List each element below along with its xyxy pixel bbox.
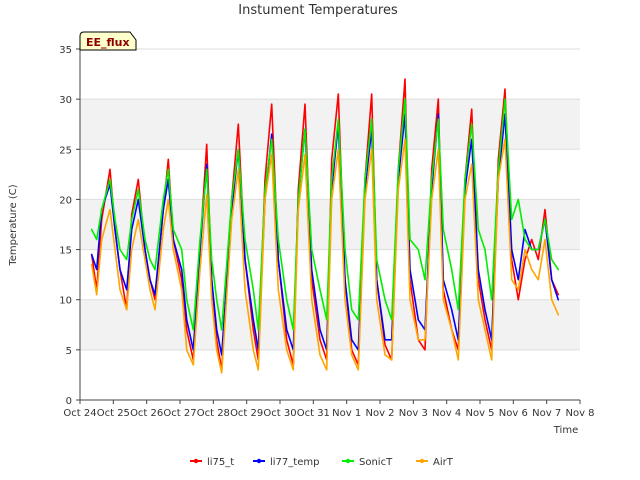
x-tick-label: Oct 29 (230, 408, 263, 419)
background-band (80, 299, 580, 350)
x-tick-label: Nov 4 (432, 408, 461, 419)
x-tick-label: Nov 2 (365, 408, 394, 419)
legend-marker-SonicT (345, 458, 351, 464)
x-tick-label: Oct 24 (63, 408, 96, 419)
y-tick-label: 25 (59, 145, 72, 156)
x-tick-label: Oct 27 (163, 408, 196, 419)
x-tick-label: Nov 8 (565, 408, 594, 419)
series-line-AirT (90, 138, 560, 374)
badge-box (79, 31, 137, 51)
y-tick-labels: 0 5 10 15 20 25 30 35 (59, 45, 80, 407)
y-tick-label: 35 (59, 45, 72, 56)
legend-marker-li77_temp (256, 458, 262, 464)
x-tick-label: Nov 7 (532, 408, 561, 419)
badge-label: EE_flux (86, 36, 130, 49)
axes (79, 49, 580, 401)
background-band (80, 49, 580, 100)
y-tick-label: 15 (59, 246, 72, 257)
x-tick-label: Nov 3 (399, 408, 428, 419)
y-axis-label: Temperature (C) (8, 184, 19, 266)
y-tick-label: 10 (59, 296, 72, 307)
y-tick-label: 30 (59, 95, 72, 106)
y-tick-label: 0 (66, 396, 72, 407)
background-band (80, 349, 580, 400)
background-band (80, 149, 580, 200)
x-tick-label: Nov 5 (465, 408, 494, 419)
y-tick-label: 20 (59, 195, 72, 206)
series-line-SonicT (90, 98, 560, 331)
chart-title: Instument Temperatures (238, 3, 398, 18)
x-axis-label: Time (553, 425, 578, 436)
x-tick-labels: Oct 24 Oct 25 Oct 26 Oct 27 Oct 28 Oct 29 Oct … (63, 400, 595, 419)
legend-label-li77_temp: li77_temp (270, 457, 319, 468)
x-tick-label: Oct 28 (197, 408, 230, 419)
legend: li75_t li77_temp SonicT AirT (190, 457, 454, 468)
legend-marker-li75_t (193, 458, 199, 464)
x-tick-label: Oct 30 (263, 408, 296, 419)
x-tick-label: Nov 6 (499, 408, 528, 419)
x-tick-label: Nov 1 (332, 408, 361, 419)
x-tick-label: Oct 31 (297, 408, 330, 419)
ee-flux-badge: EE_flux (79, 31, 137, 51)
series-line-li77_temp (90, 113, 560, 356)
background-band (80, 99, 580, 150)
series-layer (90, 78, 560, 374)
legend-marker-AirT (419, 458, 425, 464)
legend-label-li75_t: li75_t (207, 457, 234, 468)
x-tick-label: Oct 26 (130, 408, 163, 419)
legend-label-SonicT: SonicT (359, 457, 393, 468)
y-tick-label: 5 (66, 346, 72, 357)
x-tick-label: Oct 25 (97, 408, 130, 419)
legend-label-AirT: AirT (433, 457, 454, 468)
